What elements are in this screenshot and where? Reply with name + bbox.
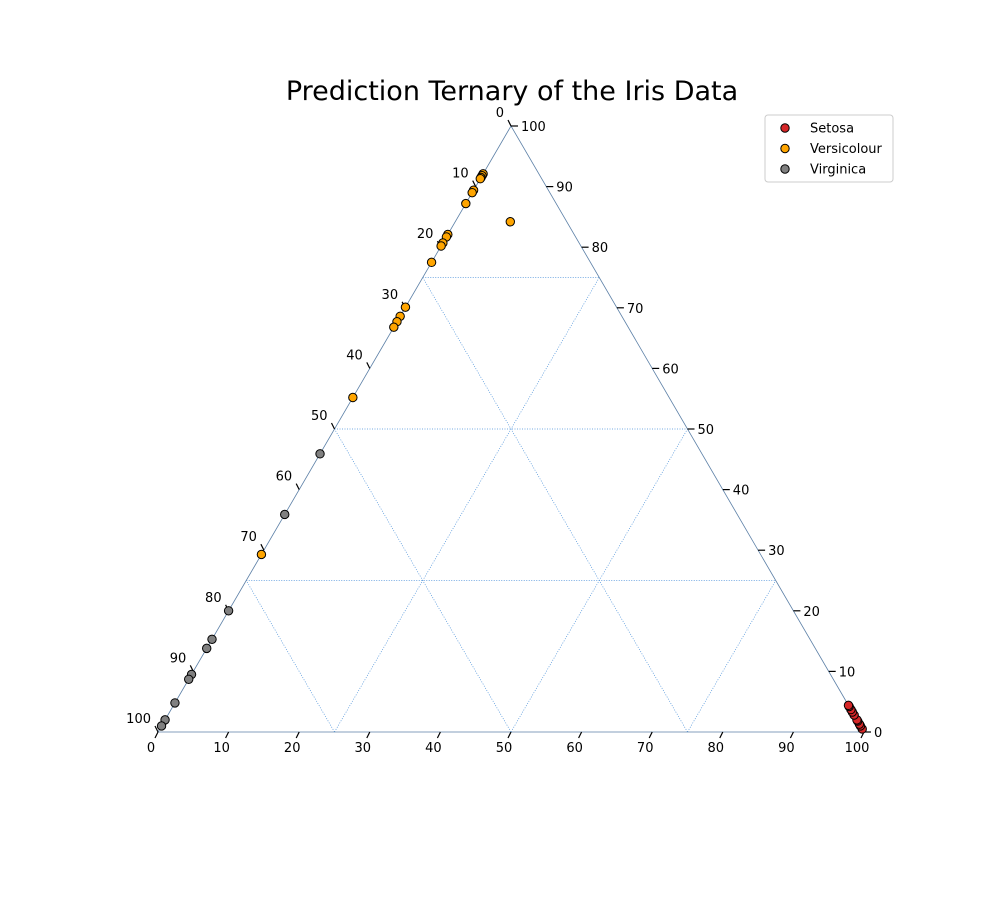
bottom-tick — [648, 731, 653, 739]
right-tick-label: 80 — [592, 241, 609, 256]
virginica-point — [202, 643, 212, 654]
versicolour-point — [475, 174, 485, 184]
bottom-tick — [789, 731, 794, 739]
right-tick-label: 20 — [803, 605, 820, 620]
right-tick-label: 50 — [698, 423, 715, 438]
chart-title: Prediction Ternary of the Iris Data — [286, 76, 738, 107]
right-tick-label: 0 — [874, 726, 882, 741]
bottom-tick — [295, 731, 300, 739]
legend-label-setosa: Setosa — [810, 122, 854, 137]
bottom-tick — [225, 731, 230, 739]
left-tick — [154, 725, 159, 733]
grid-line — [245, 580, 335, 733]
bottom-tick — [507, 731, 512, 739]
left-tick-label: 30 — [382, 288, 399, 303]
left-tick-label: 70 — [240, 530, 257, 545]
versicolour-point — [400, 302, 411, 312]
versicolour-point — [389, 322, 399, 332]
left-tick — [330, 422, 336, 430]
left-tick-label: 40 — [346, 348, 363, 363]
bottom-tick-label: 50 — [496, 741, 513, 756]
left-tick-label: 20 — [417, 227, 434, 242]
right-tick-label: 100 — [521, 120, 546, 135]
left-tick-label: 60 — [276, 470, 293, 485]
versicolour-point — [436, 241, 446, 251]
grid-line — [334, 277, 600, 733]
versicolour-point — [256, 549, 267, 560]
legend-marker-versicolour — [780, 143, 790, 154]
bottom-tick-label: 30 — [355, 741, 372, 756]
virginica-point — [207, 634, 217, 644]
virginica-point — [315, 449, 325, 459]
legend: Setosa Versicolour Virginica — [764, 114, 894, 183]
setosa-point — [843, 700, 854, 711]
bottom-tick-label: 80 — [708, 741, 725, 756]
right-tick-label: 30 — [768, 544, 785, 559]
virginica-point — [184, 674, 194, 684]
bottom-tick-label: 70 — [637, 741, 654, 756]
right-tick-label: 90 — [556, 181, 573, 196]
left-tick-label: 100 — [126, 712, 151, 727]
left-tick-label: 90 — [170, 651, 187, 666]
versicolour-point — [505, 217, 515, 227]
bottom-tick — [578, 731, 583, 739]
grid-line — [687, 580, 777, 733]
legend-marker-virginica — [780, 164, 790, 174]
left-tick-label: 80 — [205, 591, 222, 606]
versicolour-point — [461, 198, 471, 209]
left-tick — [472, 180, 477, 187]
left-tick-label: 0 — [496, 106, 504, 121]
left-tick — [507, 119, 512, 127]
bottom-tick-label: 60 — [566, 741, 583, 756]
bottom-tick-label: 100 — [845, 741, 870, 756]
bottom-tick — [154, 731, 159, 739]
versicolour-point — [426, 257, 437, 268]
virginica-point — [170, 698, 180, 708]
left-tick — [366, 362, 371, 369]
virginica-point — [223, 606, 234, 616]
right-tick-label: 60 — [662, 362, 679, 377]
left-tick-label: 10 — [452, 167, 469, 182]
data-points — [156, 169, 867, 734]
legend-label-versicolour: Versicolour — [810, 142, 883, 157]
axis-ticks: 0 10 20 30 40 50 60 70 80 90 100010203040506070809… — [126, 106, 882, 756]
left-tick-label: 50 — [311, 409, 328, 424]
ternary-grid — [245, 277, 777, 733]
bottom-tick-label: 40 — [425, 741, 442, 756]
left-tick — [295, 483, 300, 490]
virginica-point — [156, 721, 167, 731]
bottom-tick-label: 90 — [778, 741, 795, 756]
grid-line — [422, 277, 688, 733]
bottom-tick — [366, 731, 371, 739]
left-tick — [260, 543, 265, 551]
bottom-tick-label: 10 — [213, 741, 230, 756]
bottom-tick — [436, 731, 441, 739]
bottom-tick — [719, 731, 724, 739]
legend-frame — [764, 114, 894, 183]
legend-label-virginica: Virginica — [810, 163, 866, 178]
legend-marker-setosa — [780, 123, 790, 133]
bottom-tick-label: 20 — [284, 741, 301, 756]
right-tick-label: 70 — [627, 302, 644, 317]
right-tick-label: 10 — [839, 665, 856, 680]
bottom-tick-label: 0 — [147, 741, 155, 756]
versicolour-point — [348, 392, 358, 403]
virginica-point — [280, 509, 290, 520]
right-tick-label: 40 — [733, 484, 750, 499]
versicolour-point — [467, 187, 477, 198]
grid-line — [334, 428, 512, 733]
